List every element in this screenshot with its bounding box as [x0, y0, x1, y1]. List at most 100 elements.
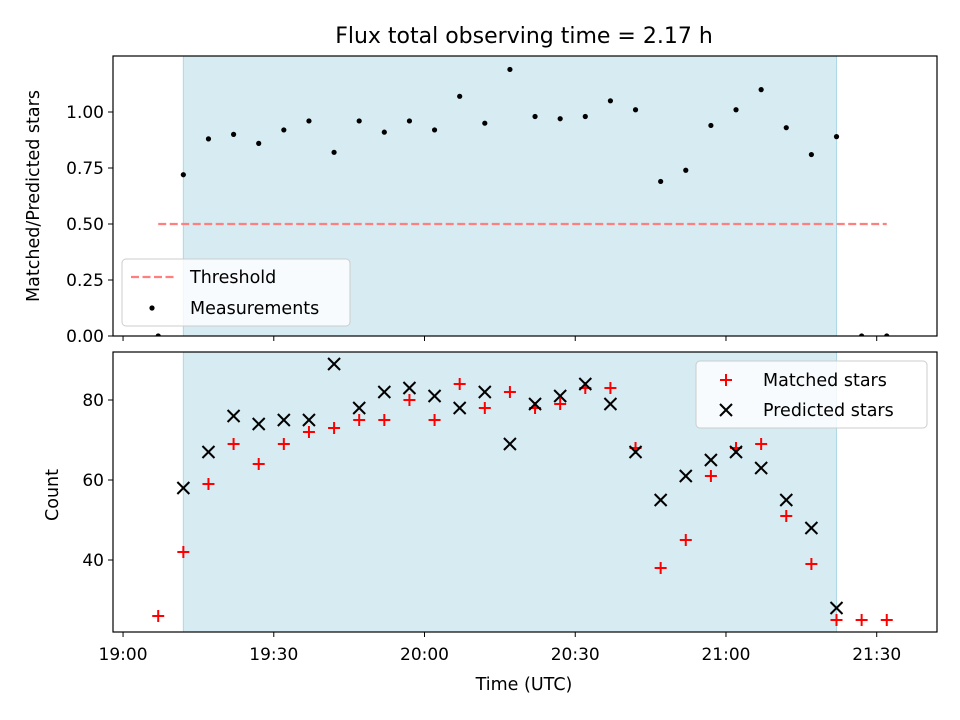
predicted-star-d2 — [653, 493, 668, 507]
measurement-point — [356, 118, 362, 124]
measurement-point — [406, 118, 413, 124]
predicted-star-d2 — [176, 481, 191, 495]
matched-star-point — [503, 386, 516, 398]
x-axis-label: Time (UTC) — [475, 675, 573, 695]
x-tick-label: 20:30 — [551, 645, 600, 665]
predicted-star-point — [277, 413, 291, 427]
x-tick-label: 21:30 — [852, 645, 901, 665]
matched-star-point — [152, 610, 165, 622]
predicted-star-point — [478, 385, 492, 399]
predicted-star-point — [352, 401, 366, 415]
bottom-y-tick-label: 40 — [82, 551, 104, 571]
top-y-tick-label: 0.00 — [66, 327, 104, 347]
predicted-star-d2 — [377, 385, 392, 399]
predicted-star-point — [327, 357, 341, 371]
predicted-star-d2 — [829, 601, 844, 615]
predicted-star-d2 — [679, 469, 693, 483]
predicted-star-d2 — [779, 493, 793, 507]
matched-star-point — [302, 426, 315, 438]
matched-star-point — [805, 558, 818, 570]
predicted-star-d2 — [427, 389, 442, 403]
legend-bottom-frame — [695, 360, 928, 429]
predicted-star-point — [628, 445, 643, 459]
top-y-tick-label: 1.00 — [66, 103, 104, 123]
predicted-star-point — [704, 453, 718, 467]
predicted-star-d2 — [478, 385, 492, 399]
predicted-star-point — [402, 381, 417, 395]
matched-star-point — [679, 534, 692, 546]
measurement-point — [884, 333, 890, 336]
measurement-point — [230, 131, 237, 137]
predicted-star-point — [528, 397, 542, 411]
measurement-point — [306, 118, 312, 124]
measurement-point — [632, 107, 639, 113]
bottom-y-axis-label: Count — [43, 469, 63, 521]
predicted-star-point — [653, 493, 668, 507]
bottom-axes-frame — [112, 351, 938, 633]
predicted-star-d2 — [503, 437, 517, 451]
x-tick-label: 21:00 — [701, 645, 750, 665]
measurement-point — [783, 125, 789, 131]
predicted-star-point — [427, 389, 442, 403]
predicted-star-point — [201, 445, 216, 459]
top-axes-frame — [112, 55, 938, 337]
bottom-y-tick-label: 80 — [82, 391, 104, 411]
matched-star-point — [554, 398, 567, 410]
chart-title: Flux total observing time = 2.17 h — [335, 24, 713, 49]
predicted-star-d2 — [452, 401, 467, 415]
matched-star-point — [654, 562, 667, 574]
measurement-point — [256, 140, 262, 146]
matched-star-point — [177, 546, 190, 558]
measurement-point — [482, 120, 488, 126]
measurement-point — [180, 172, 186, 178]
predicted-star-d2 — [201, 445, 216, 459]
matched-star-point — [428, 414, 441, 426]
predicted-star-d2 — [804, 521, 819, 535]
predicted-star-d2 — [578, 377, 592, 391]
predicted-star-d2 — [327, 357, 341, 371]
legend-predicted-label: Predicted stars — [763, 401, 894, 421]
predicted-star-point — [503, 437, 517, 451]
x-tick-label: 19:00 — [99, 645, 148, 665]
predicted-star-d2 — [302, 413, 316, 427]
matched-star-point — [855, 614, 868, 626]
predicted-star-point — [252, 417, 266, 431]
matched-star-point — [755, 438, 768, 450]
measurement-point — [833, 134, 840, 140]
measurement-point — [733, 107, 739, 113]
predicted-star-point — [679, 469, 693, 483]
predicted-star-point — [553, 389, 567, 403]
measurement-point — [808, 151, 814, 158]
matched-star-point — [453, 378, 466, 390]
matched-star-point — [780, 510, 793, 522]
predicted-star-d2 — [528, 397, 542, 411]
legend-bottom: Matched stars Predicted stars — [695, 360, 928, 429]
predicted-star-point — [603, 397, 618, 411]
matched-star-point — [252, 458, 265, 470]
matched-star-point — [277, 438, 290, 450]
measurement-point — [859, 333, 865, 336]
matched-star-point — [830, 614, 843, 626]
measurement-point — [381, 129, 387, 135]
matched-star-point — [704, 470, 717, 482]
measurement-point — [507, 66, 513, 73]
predicted-star-d2 — [252, 417, 266, 431]
matched-star-point — [328, 422, 341, 434]
measurement-point — [708, 122, 714, 129]
bottom-panel: 40 60 80 19:00 19:30 20:00 20:30 21:00 21:30 — [82, 351, 938, 665]
predicted-star-d2 — [226, 409, 241, 423]
legend-top: Threshold Measurements — [121, 258, 351, 327]
predicted-star-point — [302, 413, 316, 427]
predicted-star-d2 — [704, 453, 718, 467]
measurement-point — [281, 127, 287, 133]
measurement-point — [607, 98, 614, 104]
measurement-point — [331, 149, 337, 155]
top-marks — [155, 66, 890, 336]
measurement-point — [532, 113, 538, 120]
matched-star-point — [880, 614, 893, 626]
x-tick-label: 20:00 — [400, 645, 449, 665]
measurement-point — [683, 167, 689, 173]
predicted-star-point — [754, 461, 768, 475]
predicted-star-point — [779, 493, 793, 507]
measurement-point — [205, 136, 212, 142]
